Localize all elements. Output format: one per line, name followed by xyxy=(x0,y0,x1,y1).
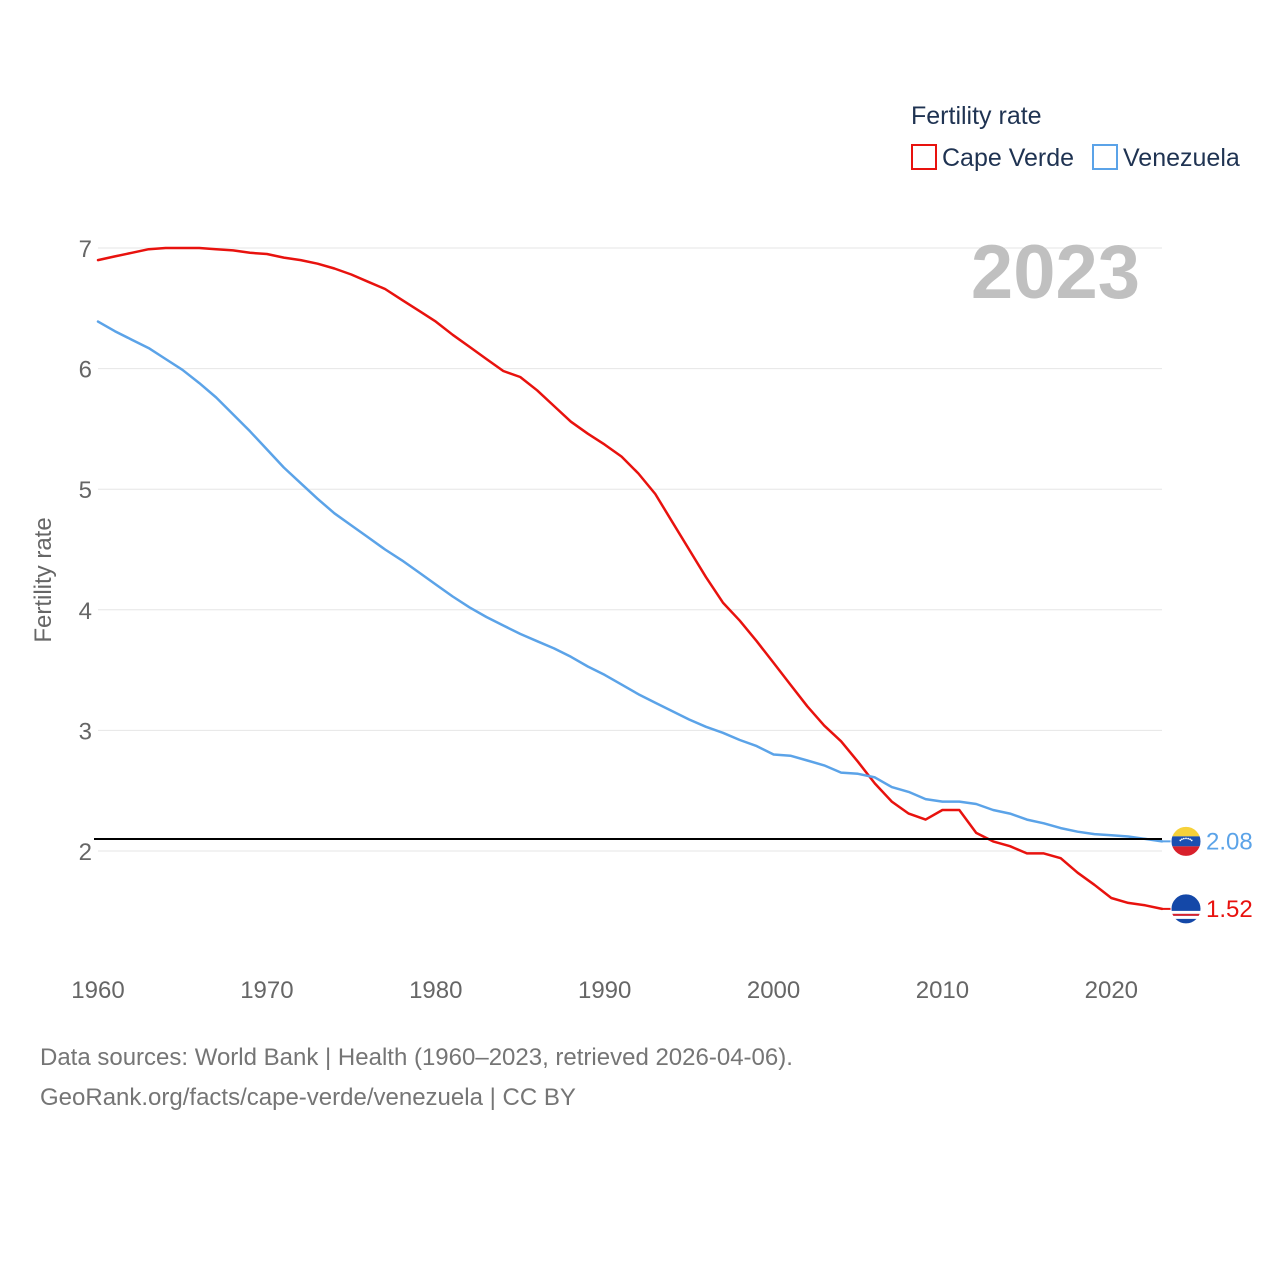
legend-item-venezuela[interactable]: Venezuela xyxy=(1092,144,1240,172)
y-tick-label: 5 xyxy=(79,477,92,504)
legend-swatch-cape-verde xyxy=(911,144,937,170)
y-tick-label: 2 xyxy=(79,839,92,866)
x-tick-label: 1990 xyxy=(578,977,631,1004)
x-tick-label: 1960 xyxy=(71,977,124,1004)
x-tick-label: 2000 xyxy=(747,977,800,1004)
legend-label-venezuela: Venezuela xyxy=(1123,144,1240,172)
legend-item-cape-verde[interactable]: Cape Verde xyxy=(911,144,1074,172)
end-value-venezuela: 2.08 xyxy=(1206,828,1253,855)
x-tick-label: 1980 xyxy=(409,977,462,1004)
end-value-cape-verde: 1.52 xyxy=(1206,896,1253,923)
y-tick-label: 7 xyxy=(79,236,92,263)
legend: Fertility rate Cape Verde Venezuela xyxy=(911,102,1240,172)
y-axis-ticks: 2 3 4 5 6 7 xyxy=(79,236,92,866)
current-year-label: 2023 xyxy=(971,230,1140,315)
source-line: Data sources: World Bank | Health (1960–… xyxy=(40,1044,793,1071)
source-link[interactable]: GeoRank.org/facts/cape-verde/venezuela |… xyxy=(40,1084,576,1111)
series-line-venezuela xyxy=(96,320,1164,843)
x-axis-ticks: 1960 1970 1980 1990 2000 2010 2020 xyxy=(71,977,1138,1004)
x-tick-label: 1970 xyxy=(240,977,293,1004)
flag-venezuela-icon xyxy=(1171,826,1201,857)
legend-swatch-venezuela xyxy=(1092,144,1118,170)
y-tick-label: 6 xyxy=(79,357,92,384)
y-tick-label: 4 xyxy=(79,598,92,625)
x-tick-label: 2010 xyxy=(916,977,969,1004)
y-tick-label: 3 xyxy=(79,718,92,745)
flag-cape-verde-icon xyxy=(1171,893,1201,924)
legend-label-cape-verde: Cape Verde xyxy=(942,144,1074,172)
legend-title: Fertility rate xyxy=(911,102,1042,130)
x-tick-label: 2020 xyxy=(1085,977,1138,1004)
y-axis-label: Fertility rate xyxy=(30,517,57,642)
grid-lines xyxy=(98,247,1162,852)
series-lines xyxy=(96,246,1164,911)
end-markers: 1.52 2.08 xyxy=(1162,825,1253,925)
series-line-cape-verde xyxy=(96,246,1164,911)
